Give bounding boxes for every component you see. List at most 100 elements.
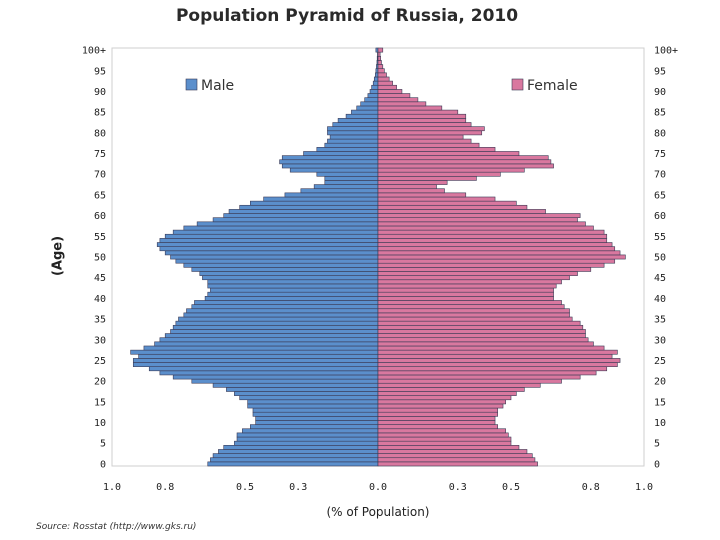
male-bar bbox=[239, 395, 379, 401]
male-bar bbox=[313, 184, 379, 190]
y-axis-title: (Age) bbox=[50, 235, 66, 277]
male-bar bbox=[143, 345, 379, 351]
y-tick-label-right: 85 bbox=[654, 108, 666, 119]
female-bar bbox=[377, 275, 570, 281]
male-bar bbox=[255, 420, 379, 425]
female-bar bbox=[377, 175, 477, 181]
male-bar bbox=[199, 271, 379, 276]
male-bar bbox=[196, 221, 379, 227]
male-bar bbox=[327, 138, 379, 144]
male-bar bbox=[183, 262, 379, 268]
y-tick-label-left: 15 bbox=[94, 397, 106, 408]
female-bar bbox=[377, 221, 586, 227]
male-bar bbox=[164, 250, 379, 256]
male-bar bbox=[159, 370, 379, 376]
female-bar bbox=[377, 341, 594, 347]
male-bar bbox=[252, 407, 379, 413]
y-tick-label-left: 85 bbox=[94, 108, 106, 119]
female-bar bbox=[377, 283, 557, 289]
y-tick-label-right: 25 bbox=[654, 356, 666, 367]
male-bar bbox=[236, 432, 379, 438]
female-bar bbox=[377, 60, 382, 65]
male-bar bbox=[247, 403, 379, 409]
male-bar bbox=[130, 349, 379, 355]
male-bar bbox=[172, 229, 379, 235]
female-bar bbox=[377, 97, 419, 103]
male-bar bbox=[207, 291, 379, 297]
female-bar bbox=[377, 55, 381, 61]
male-bar bbox=[207, 279, 379, 285]
y-tick-label-right: 15 bbox=[654, 397, 666, 408]
x-tick-label: 1.0 bbox=[635, 482, 653, 493]
male-bar bbox=[284, 192, 379, 198]
female-bar bbox=[377, 374, 581, 380]
male-bar bbox=[234, 440, 379, 446]
y-tick-label-left: 25 bbox=[94, 356, 106, 367]
y-tick-label-left: 45 bbox=[94, 273, 106, 284]
y-tick-label-right: 60 bbox=[654, 211, 666, 222]
y-tick-label-left: 55 bbox=[94, 232, 106, 243]
female-bar bbox=[377, 378, 562, 384]
male-bar bbox=[223, 445, 379, 450]
female-bar bbox=[377, 366, 608, 372]
female-bar bbox=[377, 147, 496, 152]
female-bar bbox=[377, 349, 618, 355]
x-tick-label: 1.0 bbox=[103, 482, 121, 493]
y-tick-label-right: 100+ bbox=[654, 46, 678, 57]
male-bar bbox=[207, 283, 379, 289]
male-bar bbox=[324, 180, 379, 185]
female-bar bbox=[377, 184, 437, 190]
female-bar bbox=[377, 370, 597, 376]
female-bar bbox=[377, 142, 480, 148]
male-bar bbox=[164, 233, 379, 239]
y-tick-label-left: 60 bbox=[94, 211, 106, 222]
legend-female-label: Female bbox=[527, 78, 578, 94]
source-note: Source: Rosstat (http://www.gks.ru) bbox=[36, 522, 197, 532]
male-bar bbox=[375, 68, 379, 74]
y-tick-label-left: 5 bbox=[100, 439, 106, 450]
female-bar bbox=[377, 51, 381, 57]
male-bar bbox=[132, 362, 379, 367]
male-bar bbox=[263, 196, 379, 202]
female-bar bbox=[377, 316, 573, 322]
female-bar bbox=[377, 93, 411, 98]
female-bar bbox=[377, 167, 525, 173]
male-bar bbox=[186, 308, 379, 314]
female-bar bbox=[377, 250, 621, 256]
male-bar bbox=[250, 424, 379, 430]
female-bar bbox=[377, 387, 525, 392]
female-bar bbox=[377, 358, 621, 363]
female-bar bbox=[377, 449, 528, 454]
female-bar bbox=[377, 271, 578, 276]
male-bar bbox=[367, 93, 379, 98]
male-bar bbox=[345, 113, 379, 119]
y-tick-label-right: 55 bbox=[654, 232, 666, 243]
female-bar bbox=[377, 254, 626, 260]
male-bar bbox=[360, 101, 379, 107]
male-bar bbox=[194, 300, 379, 305]
female-bar bbox=[377, 246, 616, 252]
male-bar bbox=[148, 366, 379, 372]
female-bar bbox=[377, 68, 385, 74]
male-bar bbox=[324, 175, 379, 181]
y-tick-label-right: 30 bbox=[654, 335, 666, 346]
male-bar bbox=[202, 275, 379, 281]
female-bar bbox=[377, 89, 403, 94]
female-bar bbox=[377, 461, 538, 467]
male-bar bbox=[289, 167, 379, 173]
female-bar bbox=[377, 64, 384, 69]
female-bar bbox=[377, 84, 397, 90]
y-tick-label-left: 35 bbox=[94, 315, 106, 326]
male-bar bbox=[154, 341, 379, 347]
female-bar bbox=[377, 217, 578, 223]
female-bar bbox=[377, 242, 613, 247]
female-bar bbox=[377, 138, 472, 144]
male-bar bbox=[164, 333, 379, 339]
female-bar bbox=[377, 345, 605, 351]
female-bar bbox=[377, 113, 467, 119]
male-bar bbox=[228, 209, 379, 214]
y-tick-label-right: 80 bbox=[654, 128, 666, 139]
y-tick-label-left: 80 bbox=[94, 128, 106, 139]
male-bar bbox=[327, 126, 379, 132]
female-bar bbox=[377, 109, 459, 115]
